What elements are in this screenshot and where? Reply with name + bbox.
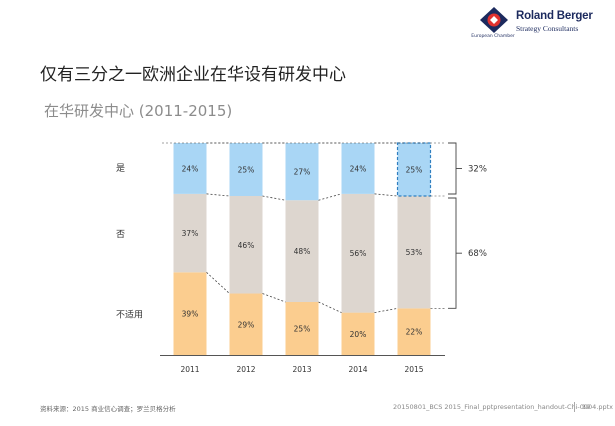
connector-line [262, 195, 286, 201]
chart-title: 在华研发中心 (2011-2015) [44, 102, 233, 120]
x-tick-label: 2014 [348, 365, 367, 374]
bar-no-2014 [341, 193, 375, 313]
roland-berger-logo: Roland Berger Strategy Consultants Europ… [470, 4, 610, 50]
data-label: 37% [182, 229, 199, 238]
bar-na-2013 [285, 302, 319, 355]
data-label: 24% [182, 164, 199, 173]
bar-no-2013 [285, 200, 319, 302]
annotation-no-label: 68% [468, 249, 487, 259]
annotation-yes-label: 32% [468, 165, 487, 175]
logo-chamber-text: European Chamber [471, 34, 515, 39]
annotation-no-bracket [448, 197, 457, 309]
logo-brand-text: Roland Berger [516, 10, 593, 22]
connector-line [318, 301, 342, 313]
data-label: 25% [238, 166, 255, 175]
data-label: 27% [294, 168, 311, 177]
connector-line [206, 193, 230, 197]
row-label-yes: 是 [116, 163, 125, 174]
bar-no-2015 [397, 196, 431, 309]
data-label: 25% [294, 325, 311, 334]
bar-yes-2012 [229, 143, 263, 196]
footer-source: 资料来源：2015 商业信心调查；罗兰贝格分析 [40, 405, 176, 413]
bar-na-2014 [341, 312, 375, 355]
footer-filename: 20150801_BCS 2015_Final_pptpresentation_… [393, 403, 614, 411]
data-label: 46% [238, 241, 255, 250]
connector-line [262, 293, 286, 303]
data-label: 53% [406, 248, 423, 257]
bar-yes-2011 [173, 143, 207, 194]
connector-line [374, 307, 398, 313]
data-label: 29% [238, 320, 255, 329]
bar-no-2012 [229, 196, 263, 294]
data-label: 24% [350, 164, 367, 173]
bar-na-2015 [397, 308, 431, 355]
x-tick-label: 2011 [180, 365, 199, 374]
data-label: 56% [350, 249, 367, 258]
bar-yes-2014 [341, 143, 375, 194]
footer-separator [574, 402, 575, 412]
bar-yes-2015 [396, 142, 432, 197]
bar-na-2011 [173, 272, 207, 355]
bar-na-2012 [229, 293, 263, 355]
logo-subtitle-text: Strategy Consultants [516, 24, 579, 33]
x-tick-label: 2012 [236, 365, 255, 374]
bar-no-2011 [173, 193, 207, 273]
data-label: 25% [406, 166, 423, 175]
connector-line [206, 272, 230, 294]
data-label: 20% [350, 330, 367, 339]
data-label: 22% [406, 328, 423, 337]
data-label: 39% [182, 310, 199, 319]
row-label-no: 否 [116, 229, 125, 240]
x-tick-label: 2013 [292, 365, 311, 374]
page-number: 19 [582, 403, 591, 411]
annotation-yes-bracket [448, 142, 457, 195]
x-tick-label: 2015 [404, 365, 423, 374]
row-label-na: 不适用 [116, 310, 143, 321]
logo-mark-icon [480, 7, 508, 33]
connector-line [318, 193, 342, 201]
connector-line [374, 193, 398, 197]
bar-yes-2013 [285, 143, 319, 201]
page-title: 仅有三分之一欧洲企业在华设有研发中心 [40, 65, 346, 85]
data-label: 48% [294, 247, 311, 256]
